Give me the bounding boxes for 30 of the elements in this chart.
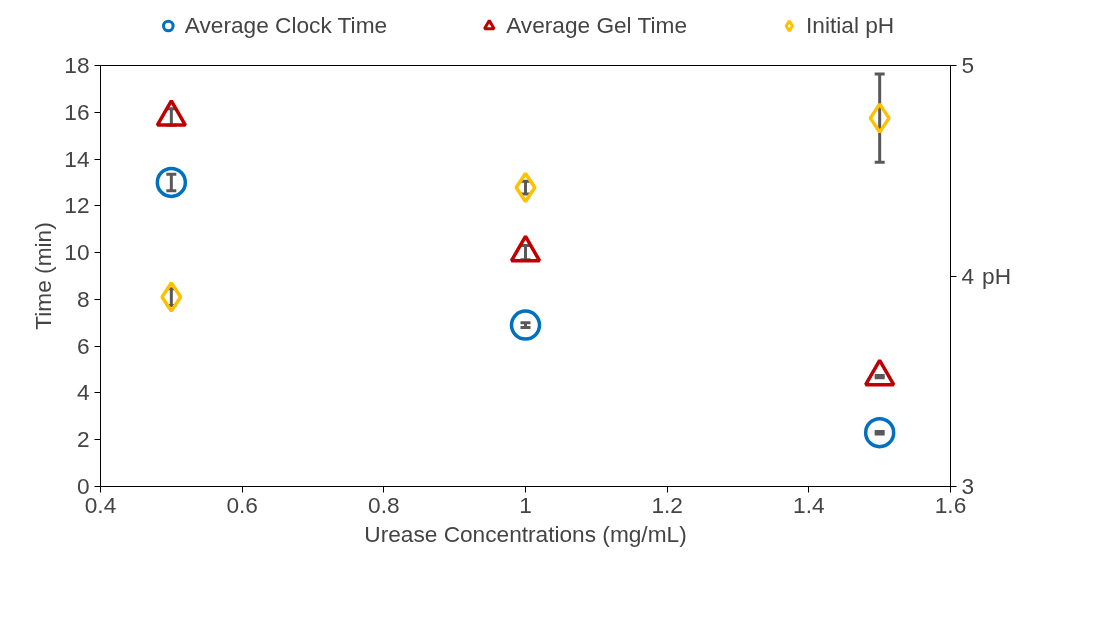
y2-tick-label: 3: [961, 473, 975, 499]
y2-tick-label: 4: [961, 262, 975, 289]
point: [863, 416, 896, 449]
y-tick-label: 4: [76, 379, 90, 406]
y-tick-label: 8: [76, 285, 90, 312]
point: [509, 234, 542, 263]
x-tick-label: 0.8: [368, 491, 400, 518]
point: [155, 99, 188, 127]
y-tick-label: 12: [64, 192, 90, 219]
legend-label: Average Clock Time: [184, 11, 388, 39]
legend-label: Initial pH: [806, 11, 895, 39]
x-tick-label: 1.2: [651, 491, 683, 518]
y-tick-label: 16: [64, 98, 90, 125]
point: [160, 281, 183, 313]
y2-axis-title: pH: [982, 263, 1012, 289]
x-tick-label: 1.4: [793, 491, 825, 518]
y2-tick-label: 5: [961, 52, 975, 78]
x-tick-label: 0.6: [226, 491, 258, 518]
legend-label: Average Gel Time: [506, 11, 688, 39]
y-tick-label: 2: [76, 426, 90, 453]
y-tick-label: 10: [64, 239, 90, 266]
y-tick-label: 0: [76, 473, 90, 499]
y-tick-label: 6: [76, 332, 90, 359]
point: [868, 102, 891, 134]
x-axis-title: Urease Concentrations (mg/mL): [364, 520, 687, 547]
y-tick-label: 18: [64, 52, 90, 78]
y-tick-label: 14: [64, 145, 90, 172]
point: [509, 309, 542, 341]
x-tick-label: 1: [519, 491, 532, 518]
y-axis-title: Time (min): [30, 222, 57, 330]
